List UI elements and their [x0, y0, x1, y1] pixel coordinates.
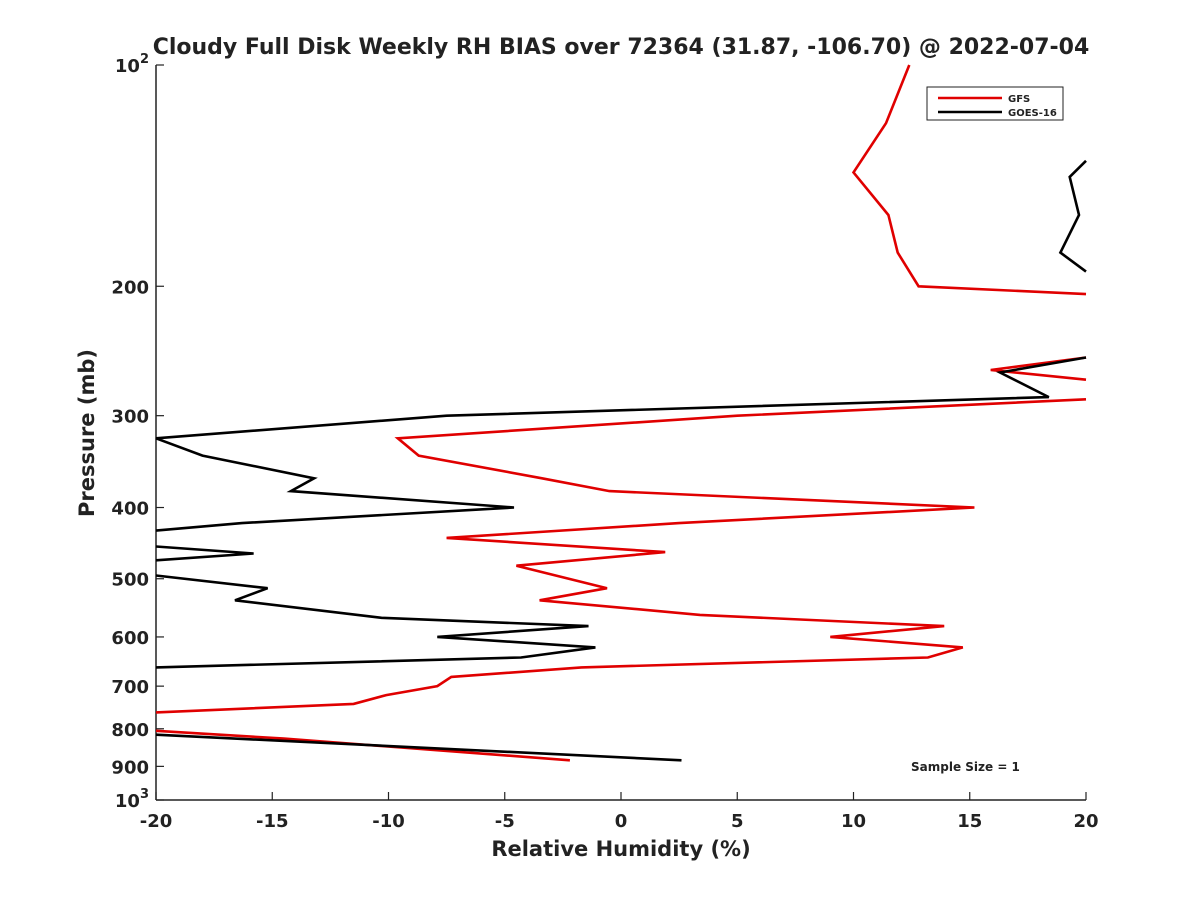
x-tick-label: 10	[841, 811, 866, 832]
plot-area: -20 -15 -10 -5 0 5 10 15 20 102 200 300 400 500 600 70…	[111, 52, 1098, 832]
y-tick-label: 600	[111, 628, 149, 649]
series-layer	[155, 64, 1087, 762]
y-tick-label: 400	[111, 499, 149, 520]
y-tick-label: 800	[111, 720, 149, 741]
y-tick-label: 500	[111, 570, 149, 591]
x-tick-label: -10	[372, 811, 405, 832]
y-axis-label: Pressure (mb)	[75, 349, 99, 517]
x-tick-label: -20	[140, 811, 173, 832]
x-tick-label: 5	[731, 811, 744, 832]
sample-size-annotation: Sample Size = 1	[911, 760, 1020, 774]
x-tick-label: 15	[957, 811, 982, 832]
y-tick-label: 300	[111, 407, 149, 428]
x-tick-label: 0	[615, 811, 628, 832]
y-tick-label: 200	[111, 277, 149, 298]
legend: GFS GOES-16	[926, 86, 1064, 121]
x-tick-label: 20	[1073, 811, 1098, 832]
chart-title: Cloudy Full Disk Weekly RH BIAS over 723…	[153, 35, 1090, 60]
x-tick-label: -15	[256, 811, 289, 832]
y-tick-label: 103	[115, 787, 149, 812]
x-tick-label: -5	[495, 811, 515, 832]
legend-label-gfs: GFS	[1008, 94, 1030, 105]
x-axis-label: Relative Humidity (%)	[491, 837, 750, 861]
series-line-goes-16	[155, 159, 1087, 762]
y-tick-label: 102	[115, 52, 149, 77]
y-tick-label: 700	[111, 677, 149, 698]
legend-label-goes-16: GOES-16	[1008, 108, 1057, 119]
y-tick-label: 900	[111, 757, 149, 778]
series-line-gfs	[155, 64, 1087, 762]
y-ticks: 102 200 300 400 500 600 700 800 900 103	[111, 52, 164, 812]
x-ticks: -20 -15 -10 -5 0 5 10 15 20	[140, 792, 1099, 832]
legend-box	[926, 86, 1064, 121]
